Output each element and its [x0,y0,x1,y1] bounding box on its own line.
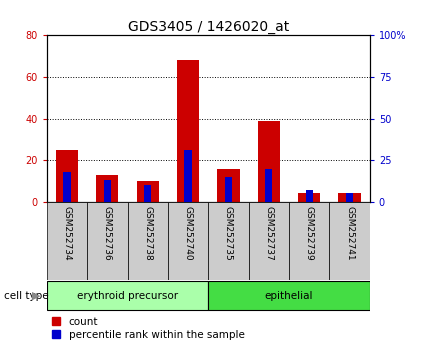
Bar [217,169,240,202]
Text: GSM252741: GSM252741 [345,206,354,260]
Text: cell type: cell type [4,291,49,301]
Text: GSM252736: GSM252736 [103,206,112,261]
Text: GSM252737: GSM252737 [264,206,273,261]
Text: GSM252735: GSM252735 [224,206,233,261]
Bar [346,193,353,202]
Text: GSM252738: GSM252738 [143,206,152,261]
Bar [63,172,71,202]
Text: GSM252734: GSM252734 [62,206,71,260]
Bar [338,193,361,202]
Bar [177,60,199,202]
Text: GSM252739: GSM252739 [305,206,314,261]
Bar [289,202,329,280]
Bar [184,150,192,202]
Bar [56,150,78,202]
Text: ▶: ▶ [32,291,40,301]
Bar [104,180,111,202]
Bar [144,185,151,202]
Text: epithelial: epithelial [265,291,313,301]
Bar [136,181,159,202]
Text: GSM252740: GSM252740 [184,206,193,260]
Bar [225,177,232,202]
Bar [298,193,320,202]
Bar [47,281,208,310]
Bar [47,202,87,280]
Bar [249,202,289,280]
Bar [168,202,208,280]
Title: GDS3405 / 1426020_at: GDS3405 / 1426020_at [128,21,289,34]
Bar [258,121,280,202]
Text: erythroid precursor: erythroid precursor [77,291,178,301]
Bar [87,202,128,280]
Bar [96,175,119,202]
Bar [128,202,168,280]
Bar [329,202,370,280]
Legend: count, percentile rank within the sample: count, percentile rank within the sample [52,317,244,340]
Bar [208,281,370,310]
Bar [265,169,272,202]
Bar [208,202,249,280]
Bar [306,190,313,202]
